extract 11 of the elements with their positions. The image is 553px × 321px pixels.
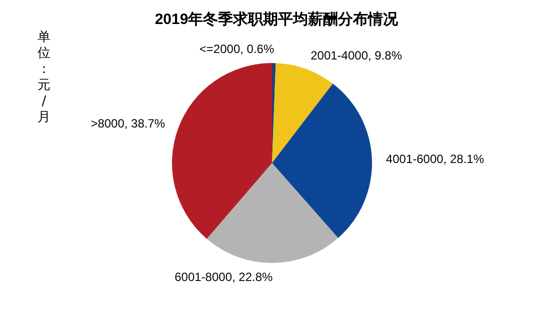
slice-label: 4001-6000, 28.1% xyxy=(386,152,484,166)
pie-slice xyxy=(272,84,372,238)
text: 单位：元/月 xyxy=(36,30,52,126)
slice-label: 2001-4000, 9.8% xyxy=(310,48,402,63)
slice-label: >8000, 38.7% xyxy=(90,116,166,130)
slice-label: 6001-8000, 22.8% xyxy=(174,270,274,284)
pie-slice xyxy=(172,63,272,239)
slice-label: <=2000, 0.6% xyxy=(199,42,274,56)
chart-title: 2019年冬季求职期平均薪酬分布情况 xyxy=(154,10,400,29)
pie-slice xyxy=(206,163,338,263)
pie-slice xyxy=(272,63,333,163)
